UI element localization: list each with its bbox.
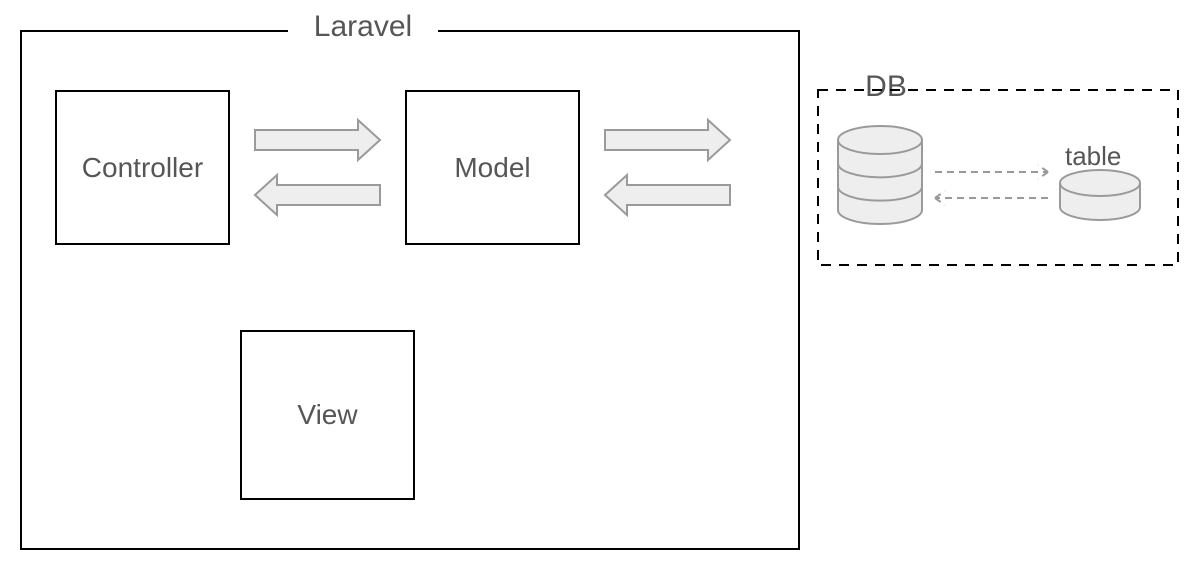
node-view: View [240,330,415,500]
frame-laravel-label: Laravel [288,10,438,44]
node-controller-label: Controller [82,152,203,184]
frame-db [818,90,1178,265]
node-model-label: Model [454,152,530,184]
node-controller: Controller [55,90,230,245]
cylinder-table-label: table [1065,141,1121,172]
diagram-canvas: Laravel DB Controller Model View table [0,0,1200,578]
frame-db-label: DB [856,70,916,104]
node-model: Model [405,90,580,245]
node-view-label: View [297,399,357,431]
